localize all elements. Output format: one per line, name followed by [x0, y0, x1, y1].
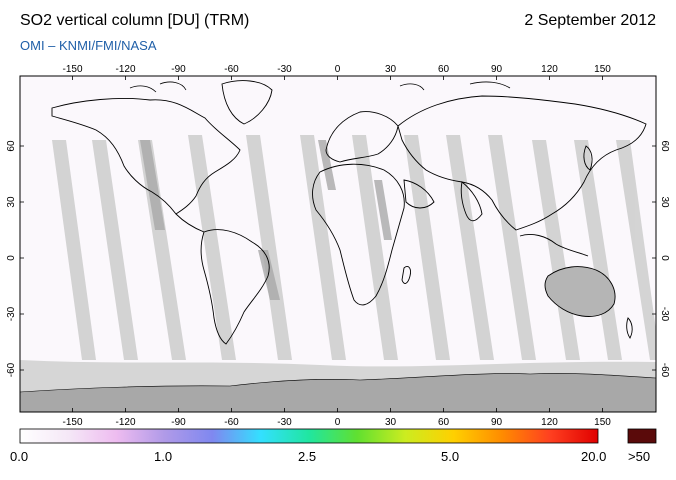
orbit-gaps-dark [140, 140, 392, 300]
colorbar-overflow-label: >50 [628, 449, 651, 464]
colorbar [19, 428, 599, 444]
latitude-ticks-left: 60 30 0 -30 -60 [6, 140, 24, 377]
lon-tick-label-top: 30 [385, 64, 397, 75]
lon-tick-label-top: 150 [594, 64, 611, 75]
europe [325, 111, 399, 163]
central-america [175, 213, 205, 233]
antarctica-landmass [20, 373, 656, 412]
colorbar-label-1: 1.0 [154, 449, 173, 464]
latitude-ticks-right: 60 30 0 -30 -60 [652, 140, 670, 378]
lon-tick-label-top: -30 [277, 64, 292, 75]
lon-tick-label-bottom: 0 [335, 417, 341, 428]
new-zealand [626, 317, 633, 339]
colorbar-label-2: 2.5 [298, 449, 317, 464]
lon-tick-label-bottom: -90 [171, 417, 186, 428]
lat-tick-label-right: -30 [659, 307, 670, 322]
africa [312, 163, 405, 306]
lon-tick-label-bottom: 60 [438, 417, 450, 428]
lon-tick-label-top: -120 [115, 64, 135, 75]
map-date: 2 September 2012 [524, 12, 656, 29]
lat-tick-label-left: 0 [6, 255, 17, 261]
arctic-islands [129, 81, 511, 93]
colorbar-label-0: 0.0 [10, 449, 29, 464]
lon-tick-label-top: 60 [438, 64, 450, 75]
lat-tick-label-left: -60 [6, 362, 17, 377]
lon-tick-label-top: 90 [491, 64, 503, 75]
lat-tick-label-right: 30 [659, 196, 670, 208]
lat-tick-label-right: 0 [659, 255, 670, 261]
longitude-ticks-top: -150 -120 -90 -60 -30 0 30 60 90 120 150 [62, 64, 611, 80]
coastlines [51, 80, 647, 345]
longitude-ticks-bottom: -150 -120 -90 -60 -30 0 30 60 90 120 150 [62, 408, 611, 428]
lat-tick-label-right: 60 [659, 140, 670, 152]
lat-tick-label-left: 60 [6, 140, 17, 152]
lon-tick-label-bottom: -30 [277, 417, 292, 428]
arabia [403, 179, 435, 209]
lon-tick-label-bottom: 30 [385, 417, 397, 428]
southeast-asia-islands [519, 233, 589, 257]
lon-tick-label-bottom: -120 [115, 417, 135, 428]
australia [544, 266, 616, 317]
lon-tick-label-top: 0 [335, 64, 341, 75]
lat-tick-label-left: -30 [6, 306, 17, 321]
south-america [200, 229, 270, 345]
lon-tick-label-top: -150 [62, 64, 82, 75]
madagascar [401, 265, 411, 284]
lon-tick-label-top: 120 [541, 64, 558, 75]
asia [397, 95, 647, 231]
lon-tick-label-bottom: -150 [62, 417, 82, 428]
japan [583, 145, 593, 171]
colorbar-label-4: 20.0 [581, 449, 607, 464]
map-title: SO2 vertical column [DU] (TRM) [20, 12, 250, 29]
lon-tick-label-top: -90 [171, 64, 186, 75]
lon-tick-label-bottom: 90 [491, 417, 503, 428]
greenland [221, 80, 273, 125]
map-frame [19, 75, 657, 413]
data-credit: OMI – KNMI/FMI/NASA [20, 38, 157, 53]
colorbar-label-3: 5.0 [441, 449, 460, 464]
lat-tick-label-right: -60 [659, 363, 670, 378]
map-content [20, 80, 656, 412]
north-america [51, 98, 241, 215]
india [460, 181, 483, 222]
lon-tick-label-bottom: -60 [224, 417, 239, 428]
lon-tick-label-top: -60 [224, 64, 239, 75]
lat-tick-label-left: 30 [6, 196, 17, 208]
lon-tick-label-bottom: 150 [594, 417, 611, 428]
lon-tick-label-bottom: 120 [541, 417, 558, 428]
colorbar-overflow-box [627, 428, 657, 444]
